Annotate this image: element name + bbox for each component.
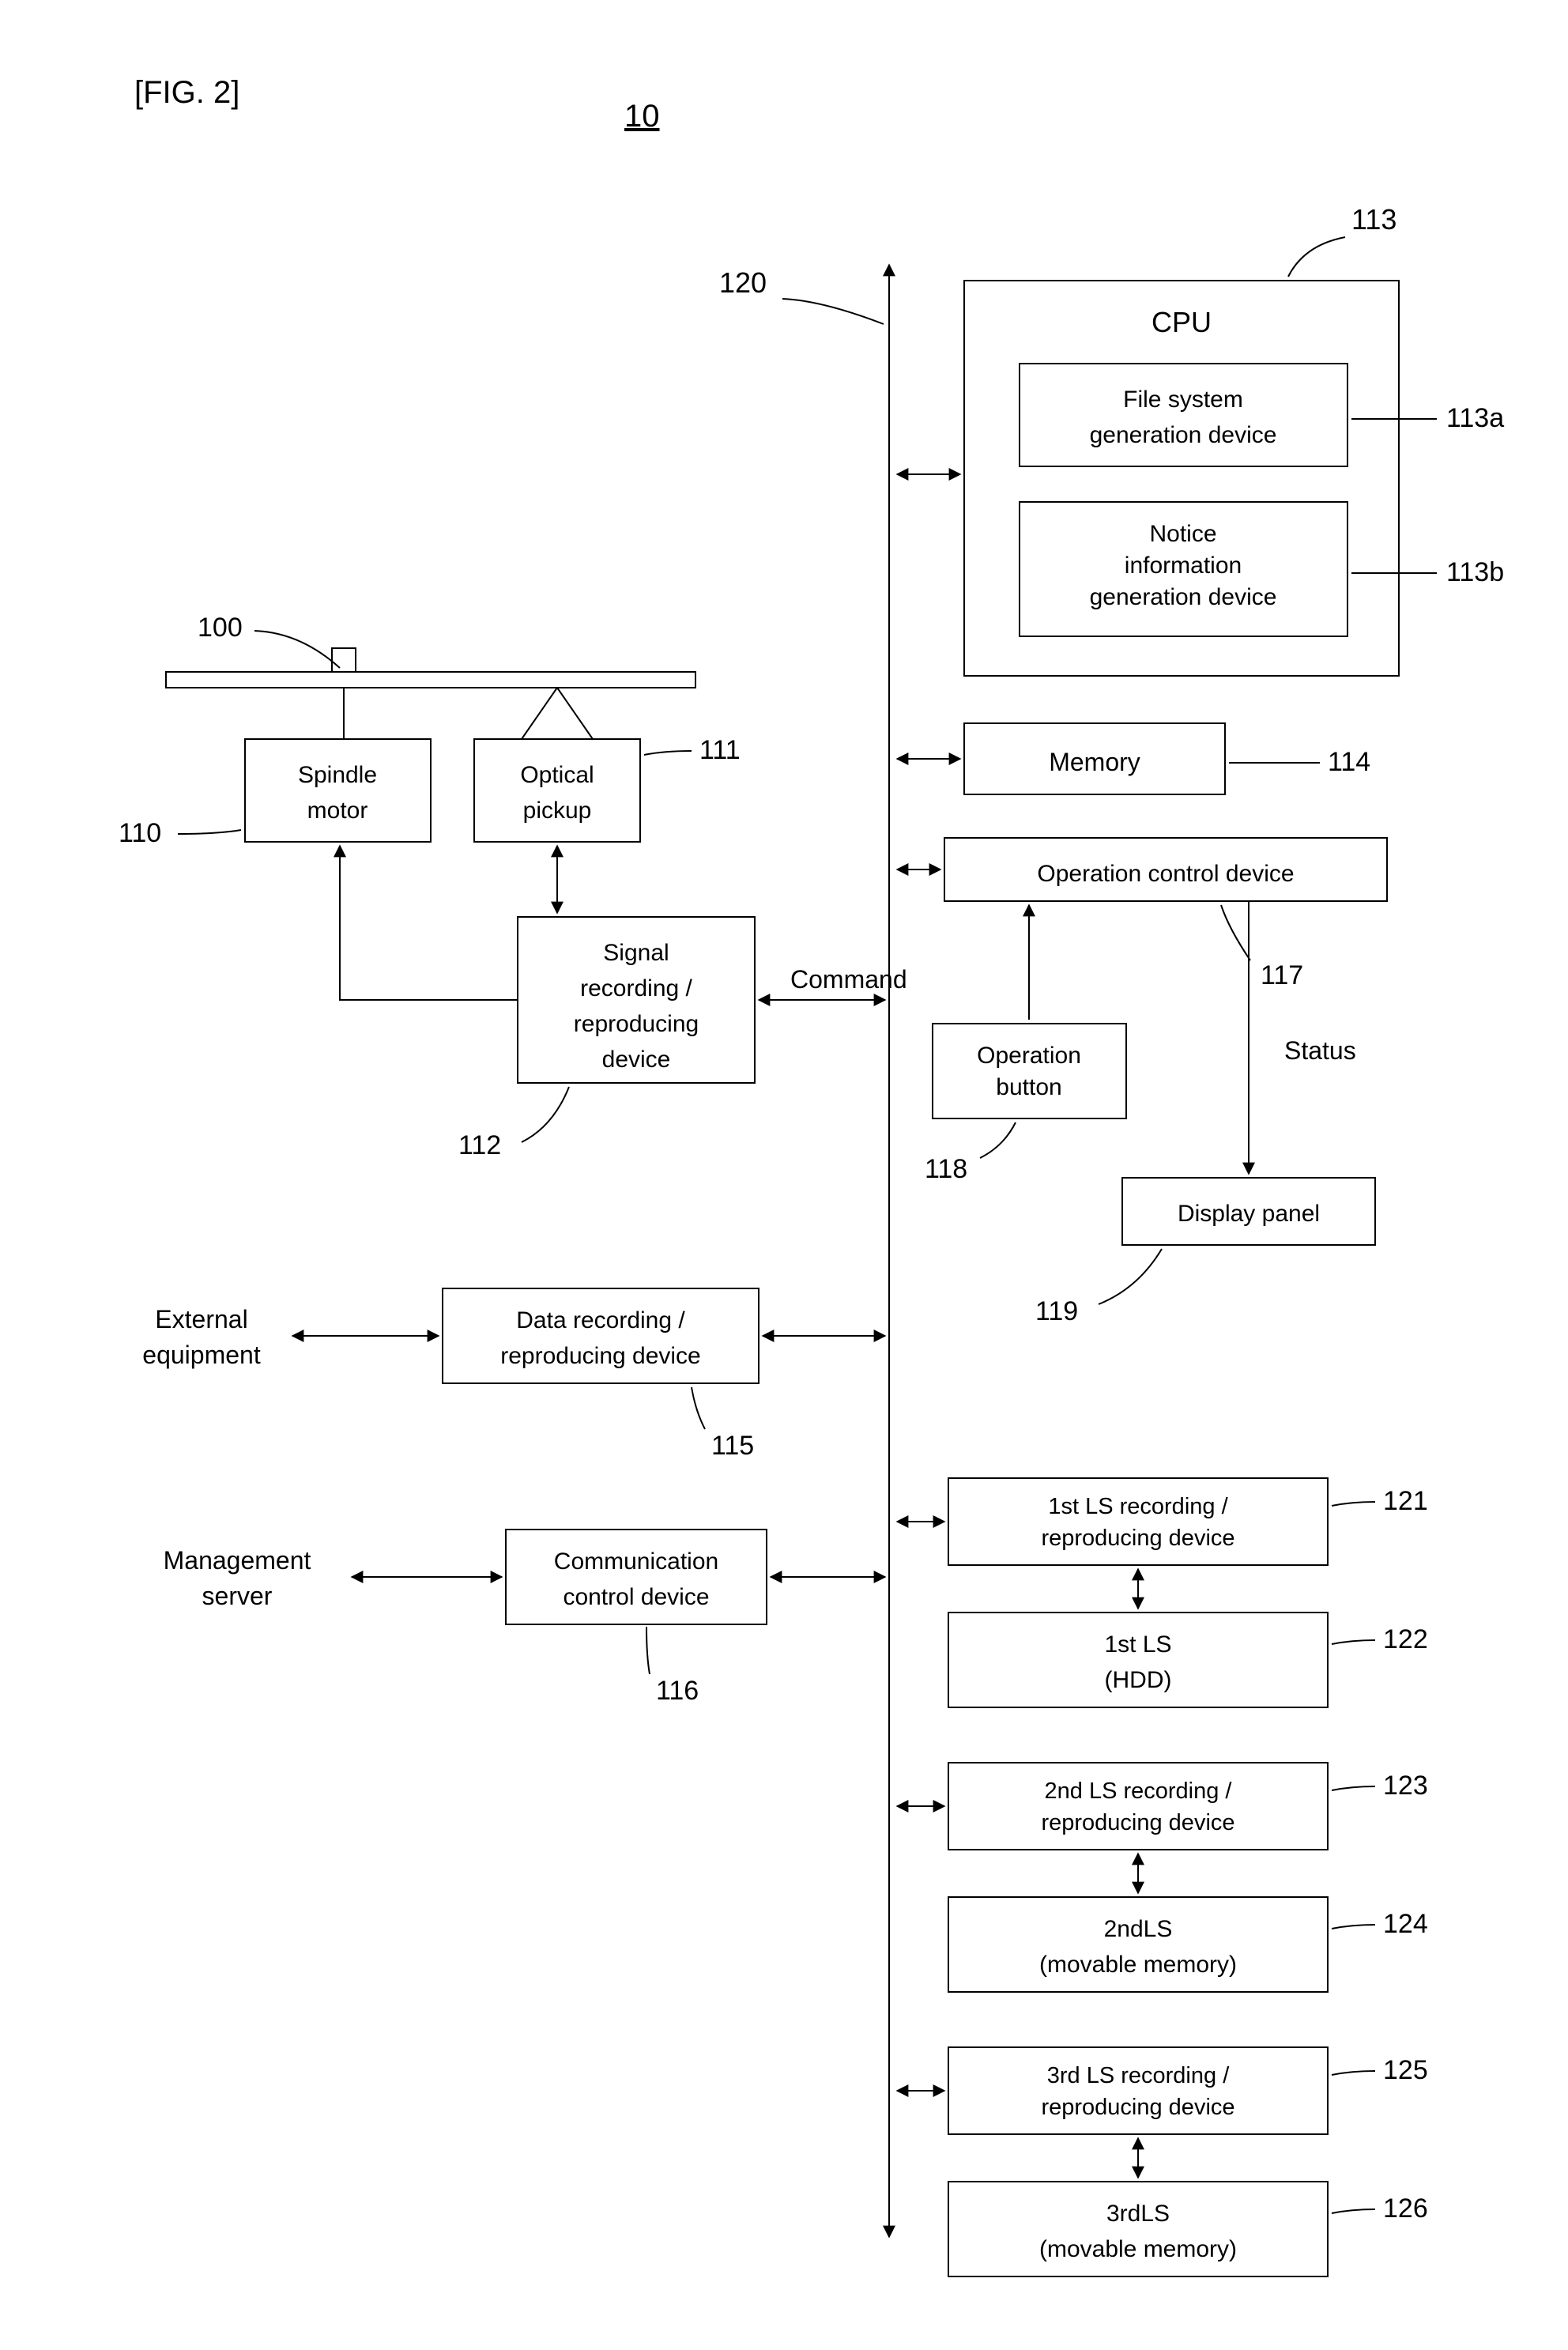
display-leader: [1099, 1249, 1162, 1304]
ls3-ref: 126: [1383, 2193, 1428, 2224]
opctrl-leader: [1221, 905, 1250, 960]
ls1rec-leader: [1332, 1502, 1375, 1506]
pickup-box: [474, 739, 640, 842]
cpu-sub1-label-l2: generation device: [1090, 422, 1277, 448]
cpu-sub2-ref: 113b: [1446, 557, 1504, 587]
cpu-sub1-box: [1020, 364, 1348, 466]
cpu-sub1-label-l1: File system: [1123, 387, 1243, 413]
ls3-label-l1: 3rdLS: [1106, 2201, 1170, 2227]
commctrl-leader: [646, 1627, 650, 1674]
datarec-leader: [692, 1387, 705, 1429]
cpu-leader: [1288, 237, 1345, 277]
cpu-sub2-label-l1: Notice: [1149, 521, 1216, 547]
commctrl-label-l1: Communication: [554, 1548, 718, 1575]
cpu-ref: 113: [1351, 203, 1396, 236]
sigrec-label-l2: recording /: [580, 975, 692, 1001]
ls3rec-label-l1: 3rd LS recording /: [1047, 2063, 1230, 2088]
sigrec-leader: [522, 1087, 569, 1142]
ls2-label-l1: 2ndLS: [1104, 1916, 1173, 1942]
pickup-label-l2: pickup: [523, 798, 592, 824]
commctrl-box: [506, 1530, 767, 1624]
bus-ref: 120: [719, 266, 767, 299]
datarec-label-l2: reproducing device: [500, 1343, 701, 1369]
ls1rec-label-l1: 1st LS recording /: [1048, 1494, 1228, 1519]
ls2-label-l2: (movable memory): [1039, 1952, 1237, 1978]
ls1-label-l1: 1st LS: [1104, 1631, 1171, 1658]
pickup-label-l1: Optical: [520, 762, 594, 788]
display-ref: 119: [1035, 1296, 1078, 1326]
memory-label: Memory: [1049, 748, 1140, 776]
ls3-leader: [1332, 2209, 1375, 2213]
ls1-label-l2: (HDD): [1105, 1667, 1172, 1693]
ls3rec-label-l2: reproducing device: [1041, 2095, 1234, 2120]
spindle-post: [332, 648, 356, 672]
ls3rec-leader: [1332, 2071, 1375, 2075]
disc: [166, 672, 695, 688]
opctrl-label: Operation control device: [1037, 861, 1294, 887]
opbtn-box: [933, 1024, 1126, 1118]
cpu-sub1-ref: 113a: [1446, 403, 1504, 433]
cpu-sub2-label-l2: information: [1125, 553, 1242, 579]
opbtn-label-l1: Operation: [977, 1043, 1081, 1069]
datarec-box: [443, 1288, 759, 1383]
cpu-sub2-label-l3: generation device: [1090, 584, 1277, 610]
status-label: Status: [1284, 1036, 1356, 1065]
mgmt-label-l1: Management: [164, 1546, 311, 1575]
cpu-label: CPU: [1152, 306, 1212, 338]
ls1rec-label-l2: reproducing device: [1041, 1526, 1234, 1551]
commctrl-ref: 116: [656, 1676, 699, 1706]
ls1rec-ref: 121: [1383, 1486, 1428, 1516]
mgmt-label-l2: server: [202, 1582, 273, 1610]
spindle-leader: [178, 830, 241, 834]
opbtn-leader: [980, 1122, 1016, 1158]
ls2rec-ref: 123: [1383, 1771, 1428, 1801]
spindle-ref: 110: [119, 818, 161, 848]
ls1-box: [948, 1613, 1328, 1707]
sigrec-ref: 112: [458, 1130, 501, 1160]
opbtn-ref: 118: [925, 1154, 967, 1184]
ls2-leader: [1332, 1925, 1375, 1929]
ls2rec-box: [948, 1763, 1328, 1850]
pickup-ref: 111: [699, 735, 741, 765]
ls2rec-label-l1: 2nd LS recording /: [1045, 1779, 1233, 1804]
sigrec-spindle-conn: [340, 846, 518, 1000]
datarec-label-l1: Data recording /: [516, 1307, 685, 1333]
spindle-label-l1: Spindle: [298, 762, 377, 788]
commctrl-label-l2: control device: [563, 1584, 709, 1610]
command-label: Command: [790, 965, 907, 994]
ls2rec-leader: [1332, 1786, 1375, 1790]
sigrec-label-l3: reproducing: [574, 1011, 699, 1037]
ls3-label-l2: (movable memory): [1039, 2236, 1237, 2262]
disc-ref: 100: [198, 613, 243, 643]
ls1rec-box: [948, 1478, 1328, 1565]
spindle-label-l2: motor: [307, 798, 368, 824]
sigrec-label-l1: Signal: [603, 940, 669, 966]
datarec-ref: 115: [711, 1431, 754, 1461]
ls1-ref: 122: [1383, 1624, 1428, 1654]
opbtn-label-l2: button: [996, 1074, 1061, 1100]
pickup-triangle: [522, 688, 593, 739]
spindle-box: [245, 739, 431, 842]
ls2-box: [948, 1897, 1328, 1992]
ls1-leader: [1332, 1640, 1375, 1644]
sigrec-label-l4: device: [602, 1047, 671, 1073]
external-label-l1: External: [155, 1305, 247, 1333]
figure-title: [FIG. 2]: [134, 75, 239, 110]
display-label: Display panel: [1178, 1201, 1320, 1227]
ls3-box: [948, 2182, 1328, 2276]
main-ref: 10: [624, 99, 660, 134]
disc-leader: [254, 631, 340, 668]
pickup-leader: [644, 751, 692, 755]
bus-leader: [782, 299, 884, 324]
ls3rec-ref: 125: [1383, 2055, 1428, 2085]
external-label-l2: equipment: [142, 1341, 261, 1369]
ls2-ref: 124: [1383, 1909, 1428, 1939]
opctrl-ref: 117: [1261, 960, 1303, 990]
ls3rec-box: [948, 2047, 1328, 2134]
ls2rec-label-l2: reproducing device: [1041, 1810, 1234, 1835]
memory-ref: 114: [1328, 747, 1370, 777]
